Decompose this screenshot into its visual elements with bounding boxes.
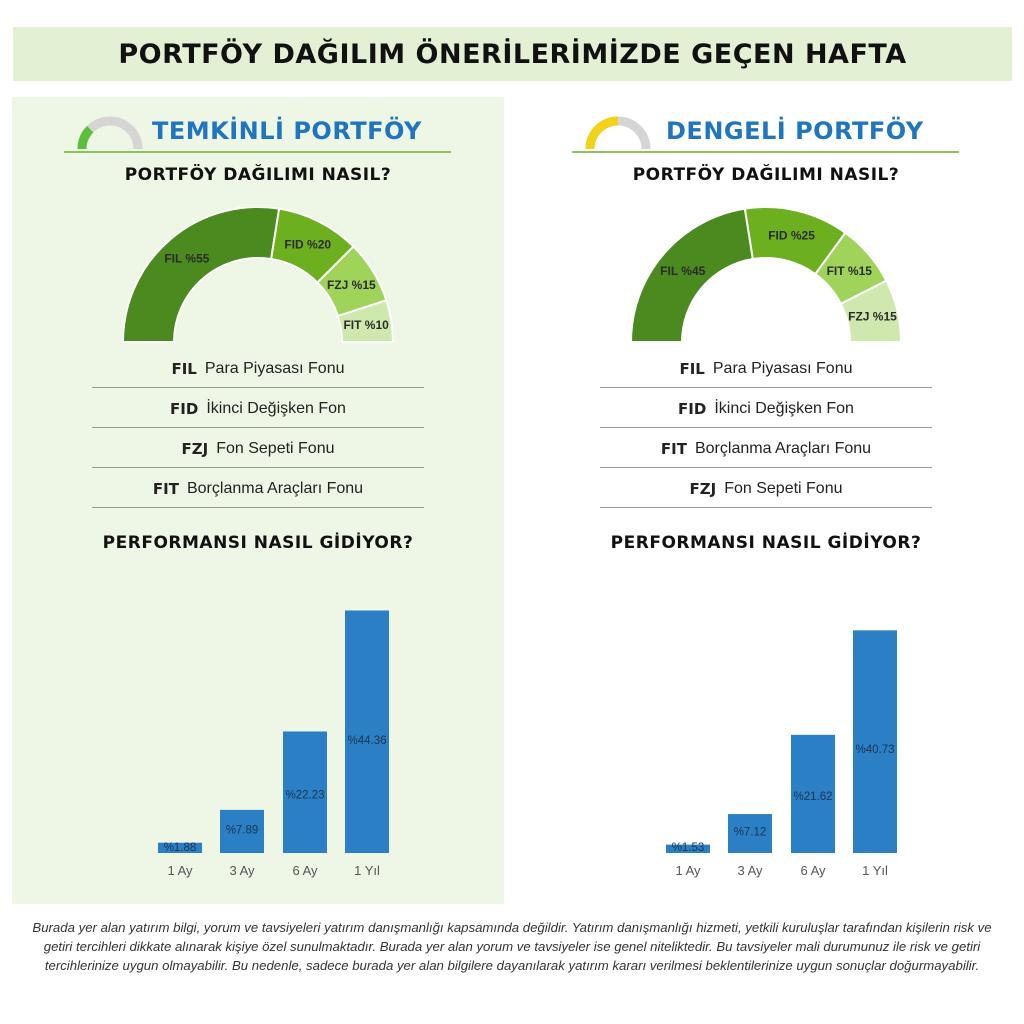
bar bbox=[283, 731, 327, 853]
risk-gauge-icon bbox=[77, 116, 143, 150]
performance-bar-chart: %1.88 1 Ay %7.89 3 Ay %22.23 6 Ay %44.36 1 Yıl bbox=[158, 610, 389, 878]
bar bbox=[158, 842, 202, 853]
fund-label: Fon Sepeti Fonu bbox=[724, 479, 843, 497]
category-label: 6 Ay bbox=[292, 863, 318, 878]
performance-title: PERFORMANSI NASIL GİDİYOR? bbox=[102, 533, 414, 553]
header-banner: PORTFÖY DAĞILIM ÖNERİLERİMİZDE GEÇEN HAF… bbox=[13, 27, 1012, 81]
legend-row: FIL Para Piyasası Fonu bbox=[600, 350, 932, 388]
disclaimer-text: Burada yer alan yatırım bilgi, yorum ve … bbox=[32, 920, 992, 973]
fund-label: Para Piyasası Fonu bbox=[204, 359, 345, 377]
legend-row: FID İkinci Değişken Fon bbox=[92, 390, 424, 428]
fund-code: FIL bbox=[171, 359, 197, 378]
bar bbox=[791, 734, 835, 853]
fund-code: FID bbox=[170, 399, 199, 418]
allocation-donut-chart: FIL %55 FID %20 FZJ %15 FIT %10 bbox=[121, 207, 395, 343]
panel-title: TEMKİNLİ PORTFÖY bbox=[12, 111, 504, 155]
category-label: 3 Ay bbox=[737, 863, 763, 878]
fund-legend: FIL Para Piyasası Fonu FID İkinci Değişken… bbox=[600, 350, 932, 510]
bar bbox=[853, 630, 897, 853]
bar-value-label: %44.36 bbox=[347, 735, 386, 747]
portfolio-name: TEMKİNLİ PORTFÖY bbox=[152, 117, 422, 145]
legend-row: FIT Borçlanma Araçları Fonu bbox=[92, 470, 424, 508]
distribution-title: PORTFÖY DAĞILIMI NASIL? bbox=[124, 165, 392, 185]
risk-gauge-icon bbox=[585, 116, 651, 150]
bar-value-label: %7.89 bbox=[226, 825, 259, 837]
slice-label: FID %25 bbox=[768, 229, 815, 243]
bar-value-label: %22.23 bbox=[285, 789, 324, 801]
title-underline bbox=[64, 151, 451, 153]
allocation-donut-chart: FIL %45 FID %25 FIT %15 FZJ %15 bbox=[629, 207, 903, 343]
fund-label: Para Piyasası Fonu bbox=[712, 359, 853, 377]
donut-slice bbox=[839, 279, 903, 343]
bar bbox=[666, 844, 710, 853]
distribution-title: PORTFÖY DAĞILIMI NASIL? bbox=[632, 165, 900, 185]
legend-row: FID İkinci Değişken Fon bbox=[600, 390, 932, 428]
page-title: PORTFÖY DAĞILIM ÖNERİLERİMİZDE GEÇEN HAF… bbox=[118, 38, 907, 70]
portfolio-name: DENGELİ PORTFÖY bbox=[666, 117, 924, 145]
fund-label: Fon Sepeti Fonu bbox=[216, 439, 335, 457]
panel-dengeli: DENGELİ PORTFÖY PORTFÖY DAĞILIMI NASIL? … bbox=[520, 97, 1012, 904]
donut-slice bbox=[121, 207, 281, 343]
title-underline bbox=[572, 151, 959, 153]
category-label: 6 Ay bbox=[800, 863, 826, 878]
category-label: 1 Ay bbox=[675, 863, 701, 878]
fund-label: Borçlanma Araçları Fonu bbox=[186, 479, 364, 497]
panel-title: DENGELİ PORTFÖY bbox=[520, 111, 1012, 155]
fund-label: Borçlanma Araçları Fonu bbox=[694, 439, 872, 457]
legend-row: FIL Para Piyasası Fonu bbox=[92, 350, 424, 388]
fund-label: İkinci Değişken Fon bbox=[714, 399, 854, 417]
fund-code: FIT bbox=[660, 439, 687, 458]
category-label: 1 Ay bbox=[167, 863, 193, 878]
donut-slice bbox=[336, 299, 395, 343]
gauge-level bbox=[77, 126, 94, 150]
slice-label: FZJ %15 bbox=[327, 278, 376, 292]
slice-label: FZJ %15 bbox=[848, 309, 897, 323]
legend-row: FZJ Fon Sepeti Fonu bbox=[92, 430, 424, 468]
bar-value-label: %7.12 bbox=[734, 826, 767, 838]
fund-code: FZJ bbox=[689, 479, 717, 498]
bar bbox=[345, 610, 389, 853]
bar-value-label: %1.88 bbox=[164, 842, 197, 854]
fund-label: İkinci Değişken Fon bbox=[206, 399, 346, 417]
category-label: 1 Yıl bbox=[862, 863, 888, 878]
slice-label: FID %20 bbox=[284, 237, 331, 251]
legend-row: FZJ Fon Sepeti Fonu bbox=[600, 470, 932, 508]
slice-label: FIT %15 bbox=[827, 264, 873, 278]
bar-value-label: %1.53 bbox=[672, 842, 705, 854]
performance-bar-chart: %1.53 1 Ay %7.12 3 Ay %21.62 6 Ay %40.73 1 Yıl bbox=[666, 630, 897, 878]
fund-code: FIL bbox=[679, 359, 705, 378]
fund-code: FIT bbox=[152, 479, 179, 498]
fund-code: FID bbox=[678, 399, 707, 418]
bar-value-label: %40.73 bbox=[855, 744, 894, 756]
performance-title: PERFORMANSI NASIL GİDİYOR? bbox=[610, 533, 922, 553]
fund-code: FZJ bbox=[181, 439, 209, 458]
bar-value-label: %21.62 bbox=[793, 791, 832, 803]
slice-label: FIL %45 bbox=[660, 264, 705, 278]
category-label: 1 Yıl bbox=[354, 863, 380, 878]
bar bbox=[728, 814, 772, 853]
slice-label: FIL %55 bbox=[164, 252, 209, 266]
gauge-level bbox=[585, 116, 619, 150]
fund-legend: FIL Para Piyasası Fonu FID İkinci Değişken… bbox=[92, 350, 424, 510]
slice-label: FIT %10 bbox=[343, 318, 389, 332]
legend-row: FIT Borçlanma Araçları Fonu bbox=[600, 430, 932, 468]
panel-temkinli: TEMKİNLİ PORTFÖY PORTFÖY DAĞILIMI NASIL?… bbox=[12, 97, 504, 904]
category-label: 3 Ay bbox=[229, 863, 255, 878]
bar bbox=[220, 809, 264, 853]
